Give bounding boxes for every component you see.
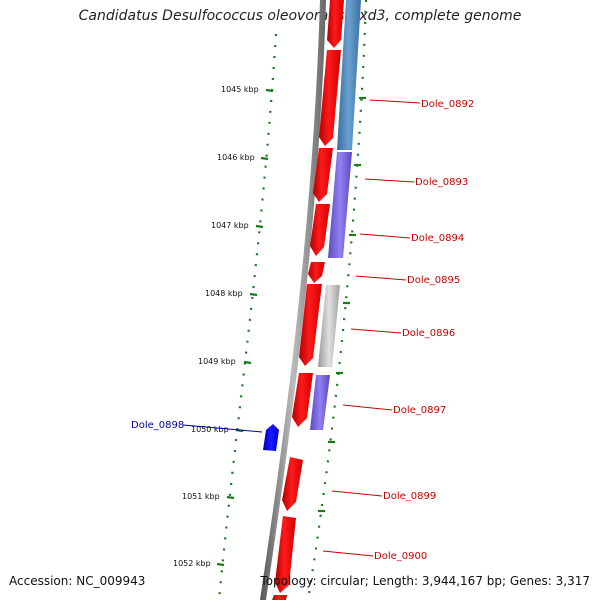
kbp-label: 1047 kbp [211, 221, 249, 230]
gene-arrow [308, 262, 325, 283]
kbp-label: 1046 kbp [217, 153, 255, 162]
inner-dotted-ring [217, 33, 278, 600]
reverse-gene-arrow [263, 424, 279, 451]
gene-label: Dole_0899 [383, 491, 436, 502]
genome-summary-text: Topology: circular; Length: 3,944,167 bp… [260, 574, 590, 588]
kbp-label: 1049 kbp [198, 357, 236, 366]
kbp-label: 1050 kbp [191, 425, 229, 434]
gene-label: Dole_0897 [393, 405, 446, 416]
gene-arrow [272, 595, 287, 600]
map-title: Candidatus Desulfococcus oleovorans Hxd3… [78, 8, 522, 24]
kbp-labels: 1045 kbp 1046 kbp 1047 kbp 1048 kbp 1049… [173, 85, 259, 568]
gene-labels: Dole_0892 Dole_0893 Dole_0894 Dole_0895 … [131, 99, 474, 562]
gene-arrow [292, 373, 313, 427]
gene-arrow [310, 204, 330, 256]
gene-arrow [275, 516, 296, 593]
gene-label: Dole_0898 [131, 420, 184, 431]
kbp-tick-marks [216, 88, 274, 567]
accession-text: Accession: NC_009943 [9, 574, 146, 588]
kbp-label: 1051 kbp [182, 492, 220, 501]
gene-label: Dole_0894 [411, 233, 464, 244]
kbp-label: 1045 kbp [221, 85, 259, 94]
genome-backbone [260, 0, 326, 600]
kbp-label: 1052 kbp [173, 559, 211, 568]
gene-arrow [319, 50, 341, 146]
kbp-label: 1048 kbp [205, 289, 243, 298]
label-connector-blue [182, 424, 263, 433]
gene-arrow [282, 457, 303, 511]
gene-label: Dole_0893 [415, 177, 468, 188]
gene-label: Dole_0896 [402, 328, 455, 339]
gene-label: Dole_0895 [407, 275, 460, 286]
cog-category-ring [310, 0, 361, 430]
gene-label: Dole_0892 [421, 99, 474, 110]
cog-segment-purple [310, 375, 330, 430]
forward-genes [272, 0, 344, 600]
gene-arrow [327, 0, 344, 48]
gene-arrow [299, 284, 322, 366]
cog-segment-purple [328, 152, 352, 258]
gene-label: Dole_0900 [374, 551, 427, 562]
gene-arrow [313, 148, 333, 202]
outer-tick-marks [318, 96, 366, 513]
label-connectors [322, 99, 421, 557]
cog-segment-blue [337, 0, 361, 150]
outer-dotted-ring [306, 0, 368, 600]
cog-segment-grey [318, 285, 340, 367]
